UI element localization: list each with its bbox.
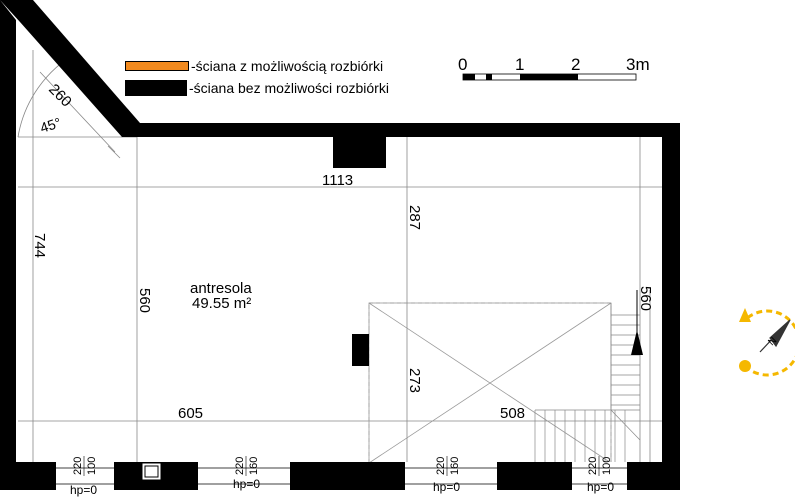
chimney-block [333,137,386,168]
scale-label-3m: 3m [626,55,650,74]
legend-label-permanent: -ściana bez możliwości rozbiórki [189,80,389,96]
legend-label-demolishable: -ściana z możliwością rozbiórki [191,58,384,74]
dim-total-width: 1113 [322,172,353,189]
window-labels: 220 100 hp=0 220 160 hp=0 220 160 hp=0 2… [70,456,614,497]
window-1-top: 220 [72,457,84,475]
scale-label-0: 0 [458,55,468,74]
legend-item-permanent: -ściana bez możliwości rozbiórki [125,80,389,96]
window-1-bottom: 100 [86,457,98,475]
window-3-bottom: 160 [449,457,461,475]
dim-lower-left-width: 605 [178,405,203,422]
scale-label-1: 1 [515,55,525,74]
dim-corner-angle: 45° [38,114,63,136]
window-1-hp: hp=0 [70,483,97,497]
north-arrow-icon [759,319,791,353]
dim-lower-right-width: 508 [500,405,525,422]
compass-dot [739,360,751,372]
compass: N [739,308,795,377]
dim-right-height: 560 [637,286,654,311]
compass-arc [743,309,795,377]
pillar-block [352,334,369,366]
staircase [534,303,641,463]
window-4-bottom: 100 [601,457,613,475]
window-4-top: 220 [587,457,599,475]
compass-arrowhead [739,308,751,322]
legend-item-demolishable: -ściana z możliwością rozbiórki [125,58,383,74]
walls [0,0,680,490]
legend-swatch-black [125,80,187,96]
column-marker [142,463,161,480]
room-area: 49.55 m² [192,295,251,312]
scale-bar [462,73,637,81]
window-4-hp: hp=0 [587,480,614,494]
dim-inner-height: 560 [136,288,153,313]
window-2-bottom: 160 [248,457,260,475]
room-name: antresola [190,280,252,297]
window-3-hp: hp=0 [433,480,460,494]
window-2-hp: hp=0 [233,477,260,491]
dim-void-depth: 273 [406,368,423,393]
dim-upper-depth: 287 [406,205,423,230]
dim-corner-length: 260 [45,81,75,111]
legend-swatch-orange [125,61,189,71]
dim-left-height: 744 [31,233,48,258]
window-3-top: 220 [435,457,447,475]
scale-label-2: 2 [571,55,581,74]
window-2-top: 220 [234,457,246,475]
window-openings [56,462,627,490]
column-marker-inner [144,465,159,478]
window-frames [56,467,627,485]
